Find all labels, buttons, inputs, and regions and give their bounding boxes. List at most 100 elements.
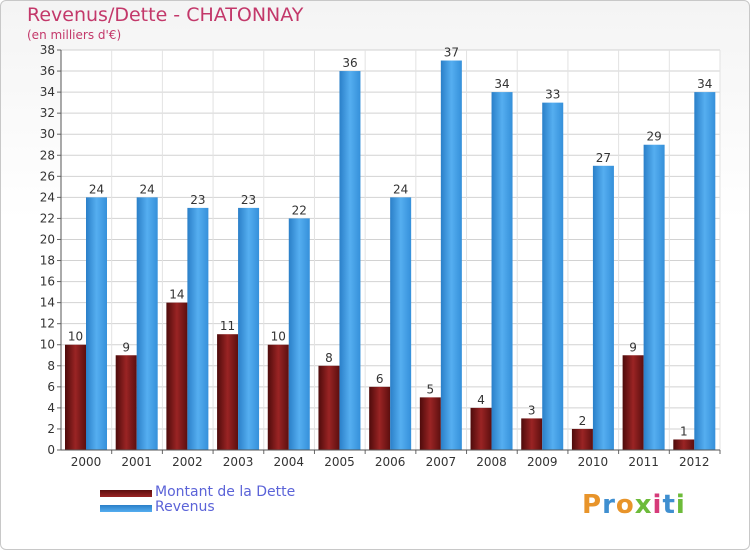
y-tick-label: 24: [40, 190, 55, 204]
x-tick-label: 2007: [426, 455, 457, 469]
y-tick-label: 32: [40, 106, 55, 120]
bar-revenue: [86, 197, 107, 450]
bar-revenue: [694, 92, 716, 451]
y-tick-label: 26: [40, 169, 55, 183]
x-tick-label: 2000: [71, 455, 102, 469]
y-tick-label: 34: [40, 85, 55, 99]
x-tick-label: 2001: [121, 455, 152, 469]
bar-debt: [673, 439, 695, 450]
logo-letter: x: [634, 490, 653, 520]
value-label-revenue: 36: [342, 56, 357, 70]
bar-debt: [571, 428, 593, 450]
chart-title: Revenus/Dette - CHATONNAY: [27, 4, 304, 26]
x-tick-label: 2009: [527, 455, 558, 469]
bar-revenue: [187, 207, 209, 450]
value-label-revenue: 22: [292, 203, 307, 217]
value-label-debt: 5: [427, 382, 435, 396]
x-tick-label: 2005: [324, 455, 355, 469]
y-tick-label: 30: [40, 127, 55, 141]
bar-debt: [369, 386, 391, 450]
chart-subtitle: (en milliers d'€): [27, 28, 122, 42]
y-tick-label: 10: [40, 338, 55, 352]
legend-swatch-debt: [100, 490, 152, 497]
x-tick-label: 2010: [578, 455, 609, 469]
value-label-debt: 14: [169, 288, 184, 302]
value-label-debt: 1: [680, 424, 688, 438]
value-label-debt: 3: [528, 403, 536, 417]
y-tick-label: 38: [40, 43, 55, 57]
value-label-debt: 10: [68, 330, 83, 344]
logo-letter: o: [615, 490, 635, 520]
bar-revenue: [491, 92, 513, 451]
x-tick-label: 2004: [273, 455, 304, 469]
value-label-revenue: 33: [545, 88, 560, 102]
value-label-debt: 6: [376, 372, 384, 386]
logo-letter: P: [582, 490, 603, 520]
value-label-debt: 8: [325, 351, 333, 365]
bar-debt: [166, 302, 188, 450]
y-tick-label: 6: [47, 380, 55, 394]
bar-revenue: [238, 207, 260, 450]
value-label-revenue: 24: [393, 182, 408, 196]
x-tick-label: 2008: [476, 455, 507, 469]
bar-revenue: [390, 197, 412, 450]
bar-debt: [470, 407, 492, 450]
x-tick-label: 2002: [172, 455, 203, 469]
y-tick-label: 18: [40, 254, 55, 268]
y-tick-label: 36: [40, 64, 55, 78]
logo-letter: r: [602, 490, 616, 520]
value-label-revenue: 34: [494, 77, 509, 91]
logo-letter: t: [662, 490, 676, 520]
logo-letter: i: [675, 490, 686, 520]
bar-debt: [622, 355, 644, 450]
bar-debt: [115, 355, 137, 450]
value-label-debt: 10: [271, 330, 286, 344]
value-label-revenue: 24: [140, 182, 155, 196]
value-label-debt: 2: [579, 414, 587, 428]
value-label-revenue: 34: [697, 77, 712, 91]
bar-revenue: [440, 60, 462, 451]
value-label-revenue: 27: [596, 151, 611, 165]
bar-revenue: [542, 102, 564, 450]
bar-revenue: [592, 165, 614, 450]
y-tick-label: 14: [40, 296, 55, 310]
legend-label-revenue: Revenus: [155, 499, 215, 515]
y-tick-label: 4: [47, 401, 55, 415]
y-tick-label: 2: [47, 422, 55, 436]
logo-letter: i: [652, 490, 663, 520]
value-label-debt: 11: [220, 319, 235, 333]
bar-debt: [318, 365, 340, 450]
x-tick-label: 2012: [679, 455, 710, 469]
value-label-revenue: 37: [444, 46, 459, 60]
bar-debt: [267, 344, 289, 450]
x-tick-label: 2003: [223, 455, 254, 469]
value-label-revenue: 23: [241, 193, 256, 207]
x-tick-label: 2011: [628, 455, 659, 469]
bar-debt: [217, 334, 239, 450]
legend-label-debt: Montant de la Dette: [155, 484, 296, 500]
y-tick-label: 20: [40, 232, 55, 246]
bar-revenue: [288, 218, 310, 450]
y-tick-label: 8: [47, 359, 55, 373]
bar-revenue: [136, 197, 158, 450]
legend-swatch-revenue: [100, 505, 152, 512]
value-label-debt: 9: [629, 340, 637, 354]
y-tick-label: 0: [47, 443, 55, 457]
value-label-revenue: 29: [646, 130, 661, 144]
bar-revenue: [339, 71, 361, 450]
proxiti-logo: Proxiti: [582, 490, 686, 520]
bar-debt: [419, 397, 441, 450]
y-tick-label: 12: [40, 317, 55, 331]
y-tick-label: 16: [40, 275, 55, 289]
value-label-debt: 9: [122, 340, 130, 354]
x-tick-label: 2006: [375, 455, 406, 469]
y-tick-label: 28: [40, 148, 55, 162]
value-label-debt: 4: [477, 393, 485, 407]
bar-revenue: [643, 144, 665, 450]
y-tick-label: 22: [40, 211, 55, 225]
value-label-revenue: 23: [190, 193, 205, 207]
bar-debt: [65, 344, 86, 450]
bar-debt: [521, 418, 543, 450]
value-label-revenue: 24: [89, 182, 104, 196]
